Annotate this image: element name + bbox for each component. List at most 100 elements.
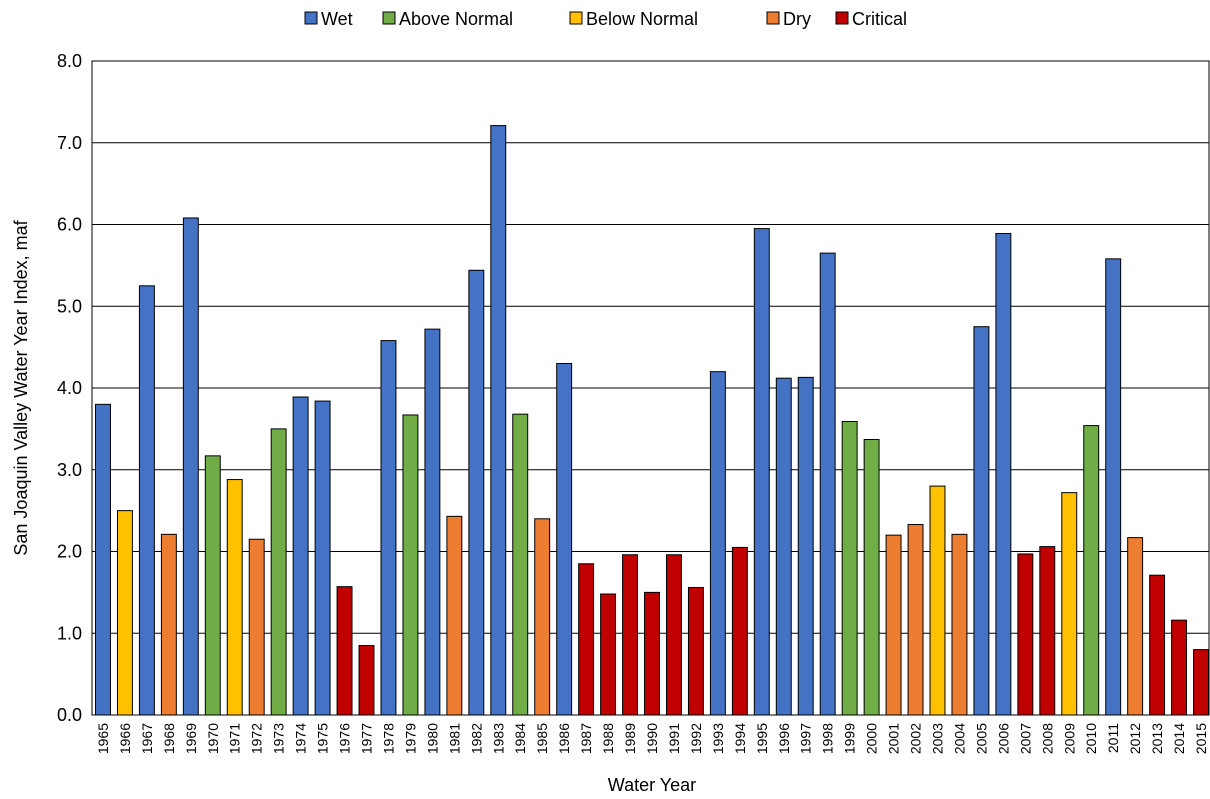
legend-label: Wet [321, 9, 353, 29]
x-tick-label: 1982 [468, 723, 484, 754]
legend-label: Below Normal [586, 9, 698, 29]
x-tick-label: 1995 [754, 723, 770, 754]
bar-2003 [929, 485, 946, 716]
x-tick-label: 1987 [578, 723, 594, 754]
legend-swatch [766, 11, 780, 25]
x-tick-label: 1986 [556, 723, 572, 754]
x-tick-label: 2014 [1171, 723, 1187, 754]
bar-1967 [138, 285, 155, 716]
x-tick-label: 1966 [117, 723, 133, 754]
bar-1997 [797, 376, 814, 716]
bar-2006 [995, 232, 1012, 716]
y-tick-label: 1.0 [57, 623, 82, 643]
y-axis-title: San Joaquin Valley Water Year Index, maf [11, 219, 31, 555]
legend: Wet Above Normal Below Normal Dry Critical [304, 9, 907, 29]
x-tick-label: 2007 [1017, 723, 1033, 754]
bar-2010 [1083, 425, 1100, 716]
bar-1975 [314, 400, 331, 716]
x-tick-label: 2008 [1039, 723, 1055, 754]
x-tick-label: 1997 [798, 723, 814, 754]
x-tick-label: 2002 [908, 723, 924, 754]
bar-1969 [182, 217, 199, 716]
bar-2009 [1061, 492, 1078, 716]
x-axis-title: Water Year [608, 775, 696, 795]
bar-1998 [819, 252, 836, 716]
x-tick-label: 1965 [95, 723, 111, 754]
bar-1987 [578, 563, 595, 716]
bar-1991 [665, 554, 682, 716]
x-tick-label: 1980 [424, 723, 440, 754]
bar-1966 [116, 510, 133, 716]
legend-swatch [569, 11, 583, 25]
x-tick-label: 1994 [732, 723, 748, 754]
bar-2012 [1127, 537, 1144, 716]
bar-2005 [973, 326, 990, 716]
bar-2007 [1017, 553, 1034, 716]
legend-label: Above Normal [399, 9, 513, 29]
x-tick-label: 2003 [929, 723, 945, 754]
bars [95, 125, 1209, 716]
x-tick-label: 1977 [359, 723, 375, 754]
y-tick-label: 5.0 [57, 296, 82, 316]
x-tick-label: 2000 [864, 723, 880, 754]
bar-1995 [753, 228, 770, 716]
bar-1979 [402, 414, 419, 716]
y-tick-label: 7.0 [57, 133, 82, 153]
x-tick-label: 1976 [337, 723, 353, 754]
bar-2004 [951, 533, 968, 716]
bar-1988 [600, 593, 617, 716]
bar-1986 [556, 362, 573, 716]
x-tick-label: 1971 [227, 723, 243, 754]
bar-2013 [1149, 574, 1166, 716]
x-axis-ticks: 1965 1966 1967 1968 1969 1970 1971 1972 1973 1974… [95, 723, 1209, 754]
bar-1996 [775, 377, 792, 716]
x-tick-label: 1974 [293, 723, 309, 754]
x-tick-label: 2004 [951, 723, 967, 754]
x-tick-label: 1975 [315, 723, 331, 754]
bar-1977 [358, 645, 375, 716]
bar-1981 [446, 515, 463, 716]
bar-1971 [226, 479, 243, 716]
x-tick-label: 2015 [1193, 723, 1209, 754]
bar-1992 [687, 586, 704, 716]
legend-swatch [304, 11, 318, 25]
bar-2008 [1039, 546, 1056, 716]
x-tick-label: 1968 [161, 723, 177, 754]
x-tick-label: 1984 [512, 723, 528, 754]
x-tick-label: 2012 [1127, 723, 1143, 754]
bar-2015 [1193, 649, 1209, 716]
bar-1978 [380, 340, 397, 716]
bar-2000 [863, 439, 880, 716]
x-tick-label: 1967 [139, 723, 155, 754]
bar-2014 [1171, 619, 1188, 716]
x-tick-label: 2005 [973, 723, 989, 754]
x-tick-label: 2010 [1083, 723, 1099, 754]
y-tick-label: 8.0 [57, 51, 82, 71]
legend-label: Critical [852, 9, 907, 29]
bar-1993 [709, 371, 726, 716]
x-tick-label: 1988 [600, 723, 616, 754]
x-tick-label: 2011 [1105, 723, 1121, 753]
y-tick-label: 3.0 [57, 460, 82, 480]
y-tick-label: 0.0 [57, 705, 82, 725]
bar-2001 [885, 534, 902, 716]
y-axis-ticks: 0.0 1.0 2.0 3.0 4.0 5.0 6.0 7.0 8.0 [57, 51, 82, 725]
x-tick-label: 1992 [688, 723, 704, 754]
legend-swatch [382, 11, 396, 25]
x-tick-label: 2009 [1061, 723, 1077, 754]
x-tick-label: 1978 [380, 723, 396, 754]
legend-swatch [835, 11, 849, 25]
bar-2002 [907, 524, 924, 716]
bar-2011 [1105, 258, 1122, 716]
bar-1989 [622, 554, 639, 716]
x-tick-label: 1996 [776, 723, 792, 754]
bar-1984 [512, 413, 529, 716]
x-tick-label: 1979 [402, 723, 418, 754]
bar-1974 [292, 396, 309, 716]
x-tick-label: 1983 [490, 723, 506, 754]
x-tick-label: 2006 [995, 723, 1011, 754]
y-tick-label: 4.0 [57, 378, 82, 398]
x-tick-label: 1969 [183, 723, 199, 754]
bar-1990 [644, 591, 660, 716]
